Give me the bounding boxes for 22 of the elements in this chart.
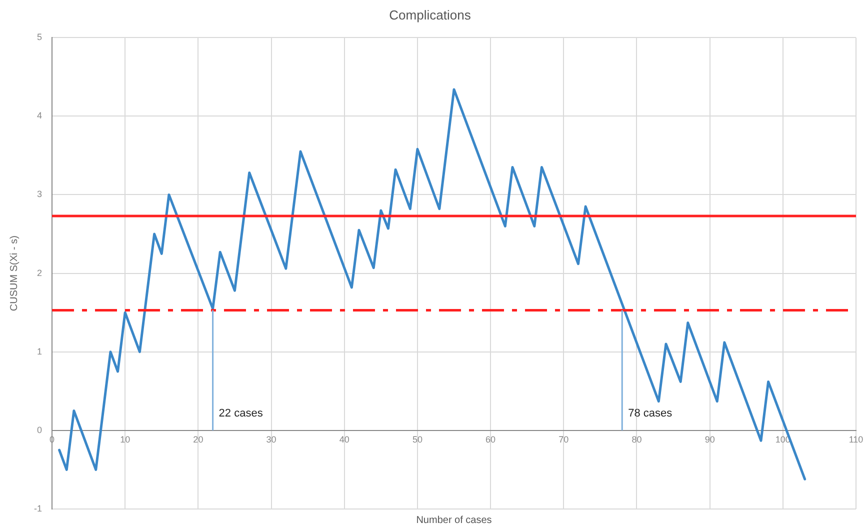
x-tick-label: 10	[120, 434, 130, 444]
y-tick-label: 2	[36, 268, 42, 278]
y-tick-label: 4	[36, 110, 42, 121]
y-tick-label: 5	[36, 32, 42, 42]
x-axis-title: Number of cases	[416, 514, 492, 526]
y-tick-label: 0	[36, 424, 42, 435]
x-tick-label: 80	[632, 434, 642, 444]
y-tick-label: 3	[36, 189, 42, 200]
x-tick-label: 40	[339, 434, 350, 444]
x-tick-label: 90	[704, 434, 715, 444]
ref-line-label: 78 cases	[628, 407, 673, 420]
x-tick-label: 70	[558, 434, 569, 444]
chart-title: Complications	[389, 7, 472, 22]
y-axis-title: CUSUM S(Xi - s)	[8, 236, 20, 312]
x-tick-label: 30	[266, 434, 276, 444]
x-tick-label: 50	[412, 434, 422, 444]
x-tick-label: 20	[193, 434, 204, 444]
y-tick-label: 1	[36, 346, 42, 356]
y-tick-label: -1	[34, 503, 42, 514]
x-tick-label: 110	[848, 434, 864, 444]
x-tick-label: 60	[486, 434, 496, 444]
ref-line-label: 22 cases	[218, 407, 264, 420]
